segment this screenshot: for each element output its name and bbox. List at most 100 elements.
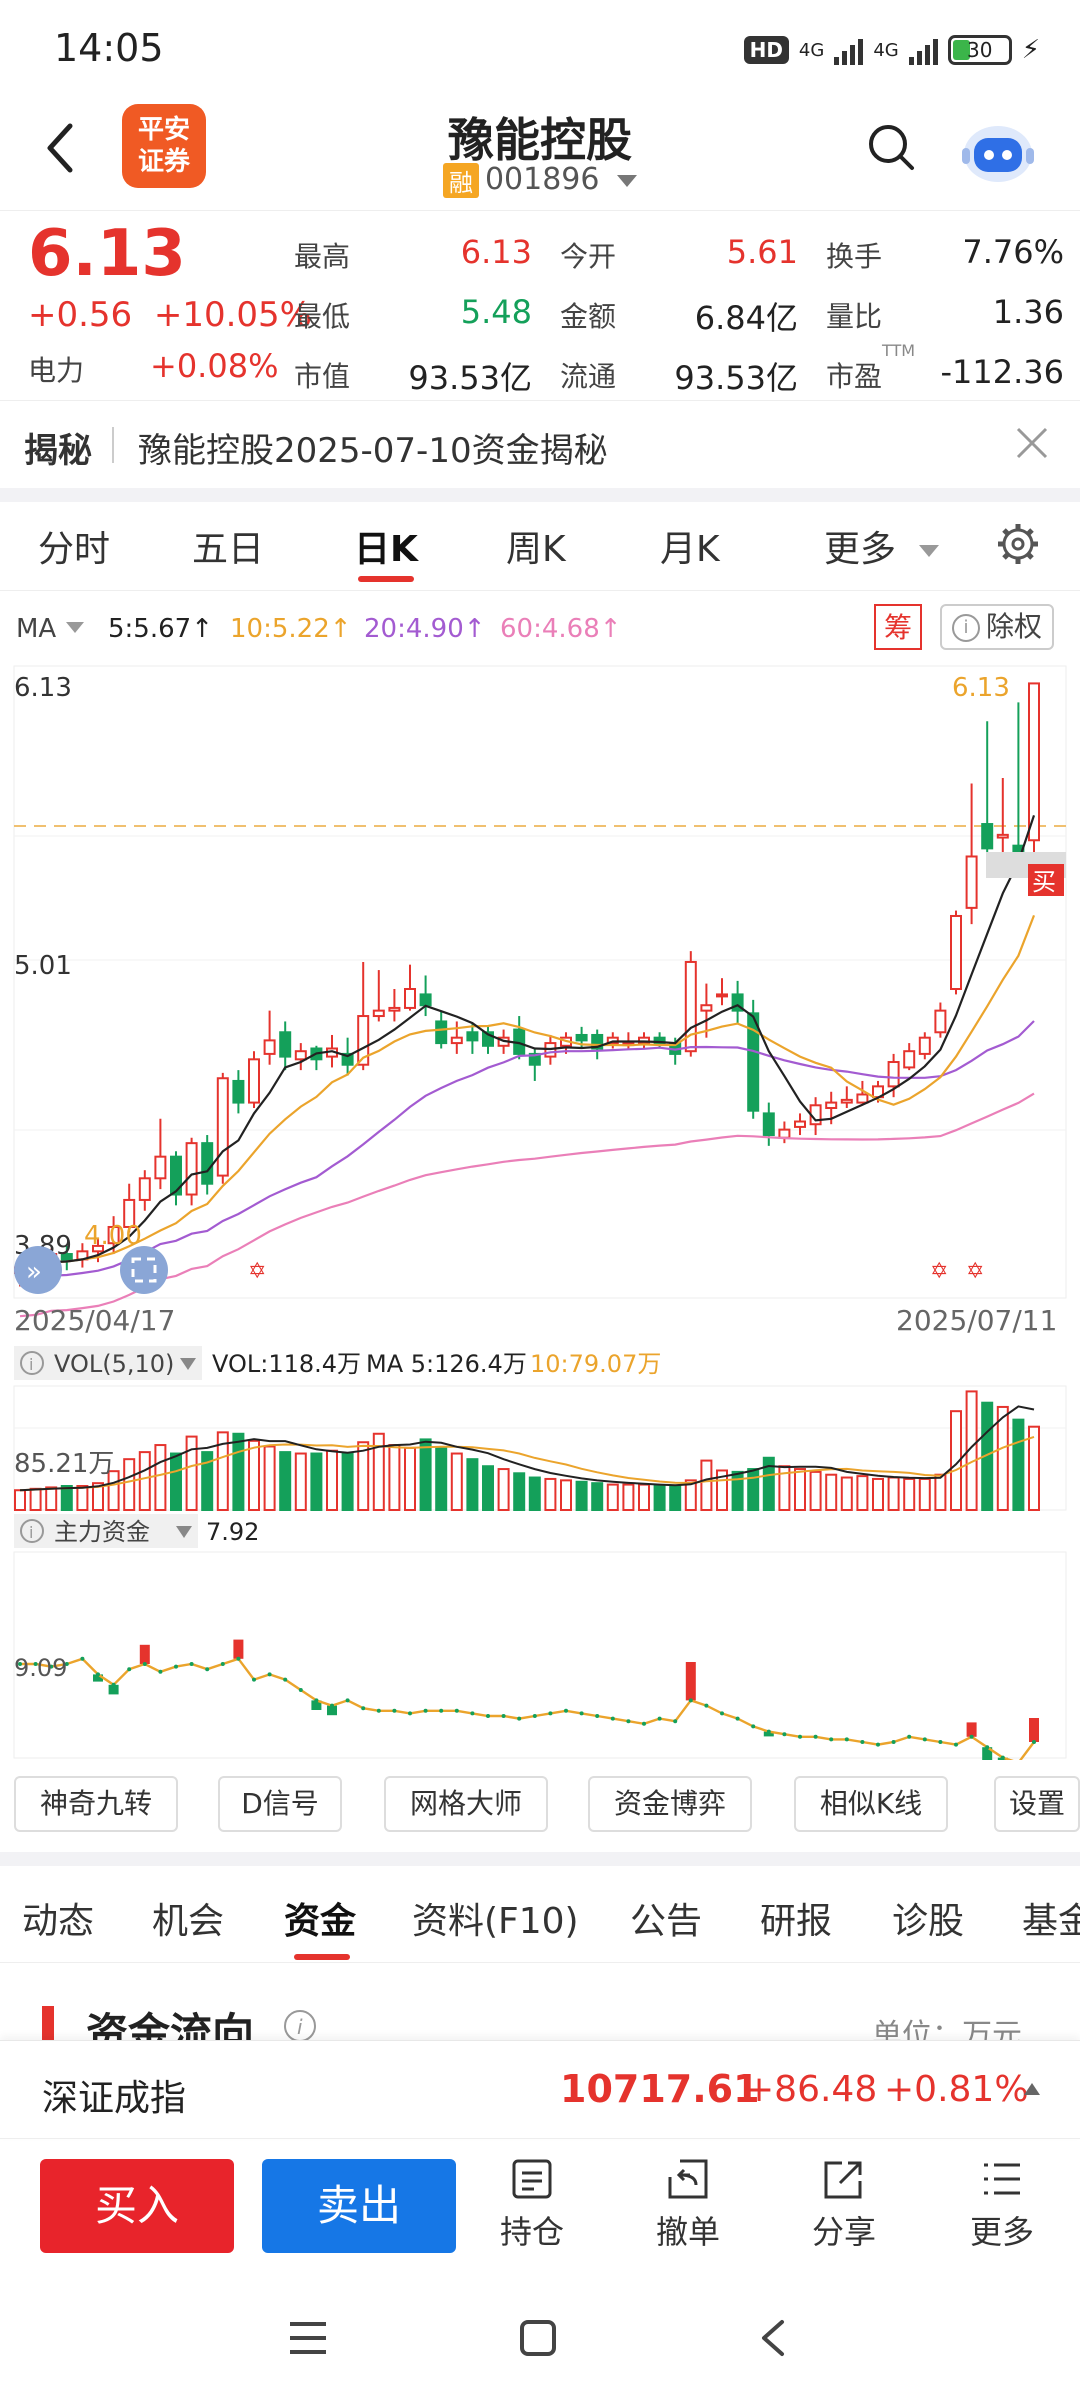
chevron-down-icon[interactable] xyxy=(66,622,84,633)
funds-reveal-banner[interactable]: 揭秘 豫能控股2025-07-10资金揭秘 xyxy=(0,400,1080,489)
capital-point xyxy=(423,1708,428,1713)
candle-body xyxy=(950,914,962,990)
svg-text:»: » xyxy=(26,1257,42,1287)
expand-left-icon[interactable]: » xyxy=(14,1246,62,1294)
gear-icon[interactable] xyxy=(996,522,1040,566)
capital-point xyxy=(189,1662,194,1666)
volume-axis-label: 85.21万 xyxy=(14,1449,114,1479)
volume-bar xyxy=(185,1435,198,1512)
capital-point xyxy=(860,1740,865,1744)
tab-news[interactable]: 动态 xyxy=(22,1901,95,1942)
tab-intraday[interactable]: 分时 xyxy=(38,529,111,570)
sell-button[interactable]: 卖出 xyxy=(262,2159,456,2253)
capital-point xyxy=(408,1711,412,1716)
capital-point xyxy=(236,1656,241,1661)
info-icon[interactable]: i xyxy=(282,2008,318,2042)
search-icon[interactable] xyxy=(866,122,916,172)
event-marker-icon[interactable]: ✡ xyxy=(930,1259,948,1284)
tab-opportunity[interactable]: 机会 xyxy=(152,1901,225,1942)
quote-value: 5.48 xyxy=(460,293,532,331)
volume-bar xyxy=(310,1452,323,1512)
d-signal-button[interactable]: D信号 xyxy=(218,1776,342,1832)
capital-game-button[interactable]: 资金博弈 xyxy=(588,1776,752,1832)
volume-bar xyxy=(216,1431,229,1512)
index-ticker-bar[interactable]: 深证成指 10717.61 +86.48 +0.81% xyxy=(0,2040,1080,2139)
ma60-line xyxy=(19,1092,1035,1318)
tab-weekly-k[interactable]: 周K xyxy=(506,529,566,570)
volume-bar xyxy=(513,1472,526,1512)
magic-nine-button[interactable]: 神奇九转 xyxy=(14,1776,178,1832)
back-icon[interactable] xyxy=(40,118,80,178)
share-icon xyxy=(824,2161,862,2199)
buy-marker[interactable] xyxy=(1028,864,1064,896)
signal-icon-2 xyxy=(908,35,938,65)
capital-point xyxy=(454,1708,459,1713)
capital-point xyxy=(704,1703,709,1708)
broker-logo[interactable]: 平安 证券 xyxy=(122,104,206,188)
ma-label[interactable]: MA xyxy=(16,614,57,644)
more-button[interactable]: 更多 xyxy=(942,2157,1062,2253)
volume-bar xyxy=(903,1477,916,1511)
sector-change[interactable]: +0.08% xyxy=(150,347,279,385)
section-accent xyxy=(42,2006,54,2042)
candle-body xyxy=(232,1079,245,1104)
cancel-order-label: 撤单 xyxy=(655,2213,720,2251)
capital-point xyxy=(844,1737,849,1742)
capital-point xyxy=(798,1734,802,1739)
grid-master-button[interactable]: 网格大师 xyxy=(384,1776,548,1832)
capital-point xyxy=(829,1737,834,1742)
close-icon[interactable] xyxy=(1012,423,1052,463)
sector-label[interactable]: 电力 xyxy=(28,354,85,387)
stock-code-row[interactable]: 融 001896 xyxy=(0,162,1080,198)
back-nav-icon[interactable] xyxy=(752,2316,796,2360)
volume-bar xyxy=(887,1476,900,1512)
position-button[interactable]: 持仓 xyxy=(472,2157,592,2253)
capital-point xyxy=(49,1664,54,1669)
tab-five-day[interactable]: 五日 xyxy=(192,529,265,570)
expand-up-icon[interactable] xyxy=(1024,2083,1040,2095)
margin-badge: 融 xyxy=(442,163,479,198)
tab-monthly-k[interactable]: 月K xyxy=(660,529,720,570)
tab-diagnosis[interactable]: 诊股 xyxy=(892,1901,965,1942)
capital-bar xyxy=(311,1700,322,1710)
fullscreen-icon[interactable] xyxy=(120,1246,168,1294)
menu-list-icon xyxy=(984,2163,1020,2195)
capital-point xyxy=(766,1729,771,1734)
volume-bar xyxy=(1028,1425,1040,1511)
vol-ma5: MA 5:126.4万 xyxy=(366,1350,527,1378)
kline-chart[interactable]: 6.13 5.01 3.89 4.00 6.13 买 » ✡ ✡ ✡ 2025/… xyxy=(0,660,1080,1760)
capital-indicator-selector[interactable] xyxy=(14,1514,198,1548)
home-icon[interactable] xyxy=(516,2316,560,2360)
volume-ma10-line xyxy=(19,1435,1035,1492)
info-icon-glyph: i xyxy=(29,1355,33,1374)
tab-daily-k[interactable]: 日K xyxy=(354,529,418,570)
buy-button[interactable]: 买入 xyxy=(40,2159,234,2253)
capital-point xyxy=(657,1716,662,1721)
event-marker-icon[interactable]: ✡ xyxy=(248,1259,266,1284)
cancel-order-button[interactable]: 撤单 xyxy=(628,2157,748,2253)
volume-bar xyxy=(29,1487,42,1512)
settings-button[interactable]: 设置 xyxy=(994,1776,1080,1832)
tab-f10[interactable]: 资料(F10) xyxy=(412,1901,579,1942)
capital-point xyxy=(985,1745,990,1750)
tab-more[interactable]: 更多 xyxy=(824,520,940,572)
candle-body xyxy=(638,1036,650,1045)
tab-fund[interactable]: 基金 xyxy=(1022,1901,1080,1942)
stock-name[interactable]: 豫能控股 xyxy=(448,113,632,167)
event-marker-icon[interactable]: ✡ xyxy=(966,1259,984,1284)
robot-assistant-icon[interactable] xyxy=(958,110,1038,190)
capital-point xyxy=(18,1662,22,1666)
svg-text:i: i xyxy=(297,2015,303,2039)
ex-rights-button[interactable]: i 除权 xyxy=(940,604,1054,650)
tab-research[interactable]: 研报 xyxy=(760,1901,833,1942)
capital-point xyxy=(142,1662,147,1666)
similar-k-button[interactable]: 相似K线 xyxy=(794,1776,948,1832)
share-button[interactable]: 分享 xyxy=(784,2157,904,2253)
menu-icon[interactable] xyxy=(286,2316,330,2360)
volume-indicator-selector[interactable] xyxy=(14,1346,202,1380)
tab-announcements[interactable]: 公告 xyxy=(630,1901,703,1942)
network-4g-label: 4G xyxy=(798,39,825,61)
change-percent: +10.05% xyxy=(153,295,312,335)
chip-distribution-button[interactable]: 筹 xyxy=(874,604,922,650)
tab-capital[interactable]: 资金 xyxy=(284,1901,357,1942)
